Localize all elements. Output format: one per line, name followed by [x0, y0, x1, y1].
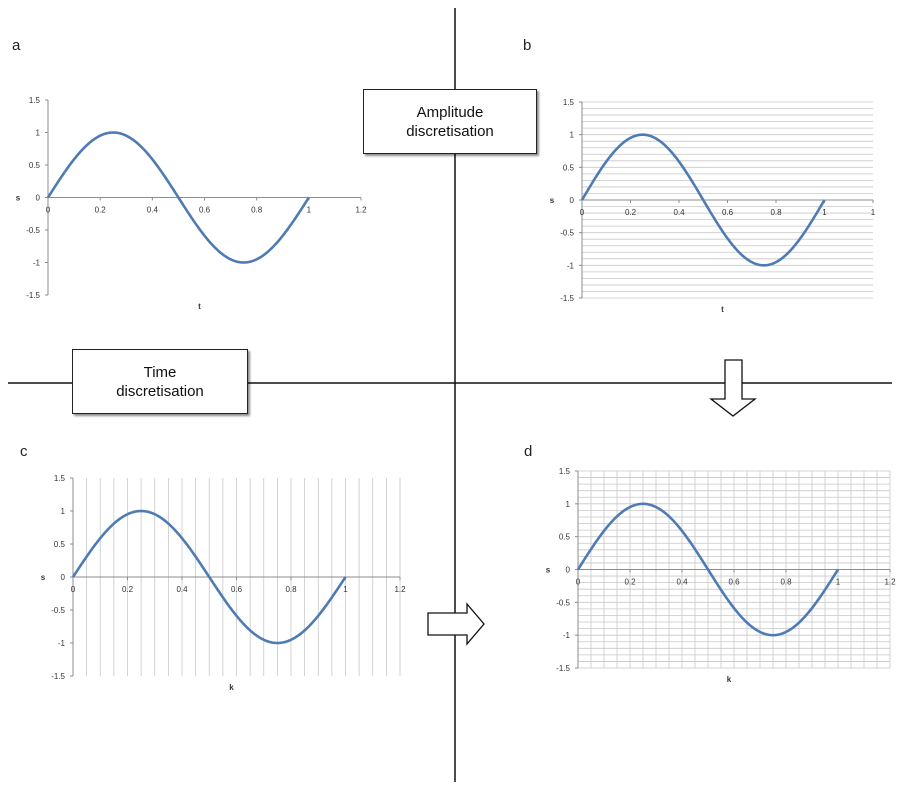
- x-tick-label: 0.2: [624, 578, 636, 587]
- x-tick-label: 1: [836, 578, 841, 587]
- x-axis-title: t: [721, 305, 724, 314]
- y-tick-label: 0: [566, 566, 571, 575]
- y-tick-label: -0.5: [556, 598, 570, 607]
- y-tick-label: -0.5: [26, 226, 40, 235]
- y-axis-title: s: [16, 194, 21, 203]
- x-tick-label: 1.2: [394, 585, 406, 594]
- y-tick-label: 0.5: [54, 540, 66, 549]
- panel-label-c: c: [20, 443, 28, 460]
- panel-label-b: b: [523, 37, 532, 54]
- y-tick-label: 1.5: [29, 96, 41, 105]
- x-tick-label: 0.8: [780, 578, 792, 587]
- x-tick-label: 0.4: [147, 206, 159, 215]
- x-tick-label: 0: [580, 208, 585, 217]
- y-tick-label: 0.5: [29, 161, 41, 170]
- x-tick-label: 1.2: [884, 578, 896, 587]
- amplitude-callout-line2: discretisation: [406, 122, 494, 140]
- series-line: [580, 133, 826, 267]
- x-tick-label: 0: [71, 585, 76, 594]
- y-tick-label: 0: [61, 573, 66, 582]
- x-axis-title: t: [198, 302, 201, 311]
- y-tick-label: 1: [566, 500, 571, 509]
- series-line: [46, 131, 310, 264]
- y-axis-title: s: [546, 566, 551, 575]
- y-tick-label: -1: [567, 261, 575, 270]
- x-tick-label: 0.2: [122, 585, 134, 594]
- x-tick-label: 0.6: [728, 578, 740, 587]
- x-tick-label: 0: [576, 578, 581, 587]
- y-tick-label: 0.5: [559, 533, 571, 542]
- y-tick-label: -1.5: [26, 291, 40, 300]
- y-tick-label: 1.5: [563, 98, 575, 107]
- series-line: [576, 502, 840, 637]
- time-callout-line2: discretisation: [116, 382, 204, 400]
- x-tick-label: 0.2: [95, 206, 107, 215]
- y-tick-label: -1: [58, 639, 66, 648]
- x-tick-label: 0.2: [625, 208, 637, 217]
- x-tick-label: 0.6: [722, 208, 734, 217]
- y-tick-label: -0.5: [560, 229, 574, 238]
- x-tick-label: 0.6: [231, 585, 243, 594]
- x-tick-label: 1: [343, 585, 348, 594]
- x-axis-title: k: [229, 683, 234, 692]
- x-tick-label: 0.8: [251, 206, 263, 215]
- panel-label-a: a: [12, 37, 21, 54]
- y-tick-label: 1.5: [54, 474, 66, 483]
- y-tick-label: 0: [36, 194, 41, 203]
- y-axis-title: s: [550, 196, 555, 205]
- x-tick-label: 1: [307, 206, 312, 215]
- time-callout-line1: Time: [143, 363, 177, 381]
- y-tick-label: 0: [570, 196, 575, 205]
- x-tick-label: 1.2: [355, 206, 367, 215]
- x-tick-label: 0.4: [176, 585, 188, 594]
- amplitude-discretisation-callout: Amplitude discretisation: [363, 89, 537, 154]
- y-tick-label: -1.5: [560, 294, 574, 303]
- y-tick-label: -1: [33, 259, 41, 268]
- y-tick-label: -1.5: [556, 664, 570, 673]
- x-tick-label: 0.4: [673, 208, 685, 217]
- y-tick-label: 1.5: [559, 467, 571, 476]
- amplitude-callout-line1: Amplitude: [416, 103, 484, 121]
- down-arrow-icon: [709, 359, 757, 417]
- x-tick-label: 0: [46, 206, 51, 215]
- x-tick-label: 0.6: [199, 206, 211, 215]
- y-tick-label: 1: [570, 131, 575, 140]
- right-arrow-icon: [427, 602, 485, 646]
- y-tick-label: 1: [61, 507, 66, 516]
- y-tick-label: -1.5: [51, 672, 65, 681]
- x-tick-label: 1: [822, 208, 827, 217]
- x-axis-title: k: [727, 675, 732, 684]
- x-tick-label: 1: [871, 208, 876, 217]
- y-tick-label: -0.5: [51, 606, 65, 615]
- panel-label-d: d: [524, 443, 533, 460]
- series-line: [71, 509, 347, 645]
- y-tick-label: -1: [563, 631, 571, 640]
- y-tick-label: 0.5: [563, 163, 575, 172]
- y-axis-title: s: [41, 573, 46, 582]
- time-discretisation-callout: Time discretisation: [72, 349, 248, 414]
- y-tick-label: 1: [36, 129, 41, 138]
- x-tick-label: 0.8: [770, 208, 782, 217]
- x-tick-label: 0.4: [676, 578, 688, 587]
- x-tick-label: 0.8: [285, 585, 297, 594]
